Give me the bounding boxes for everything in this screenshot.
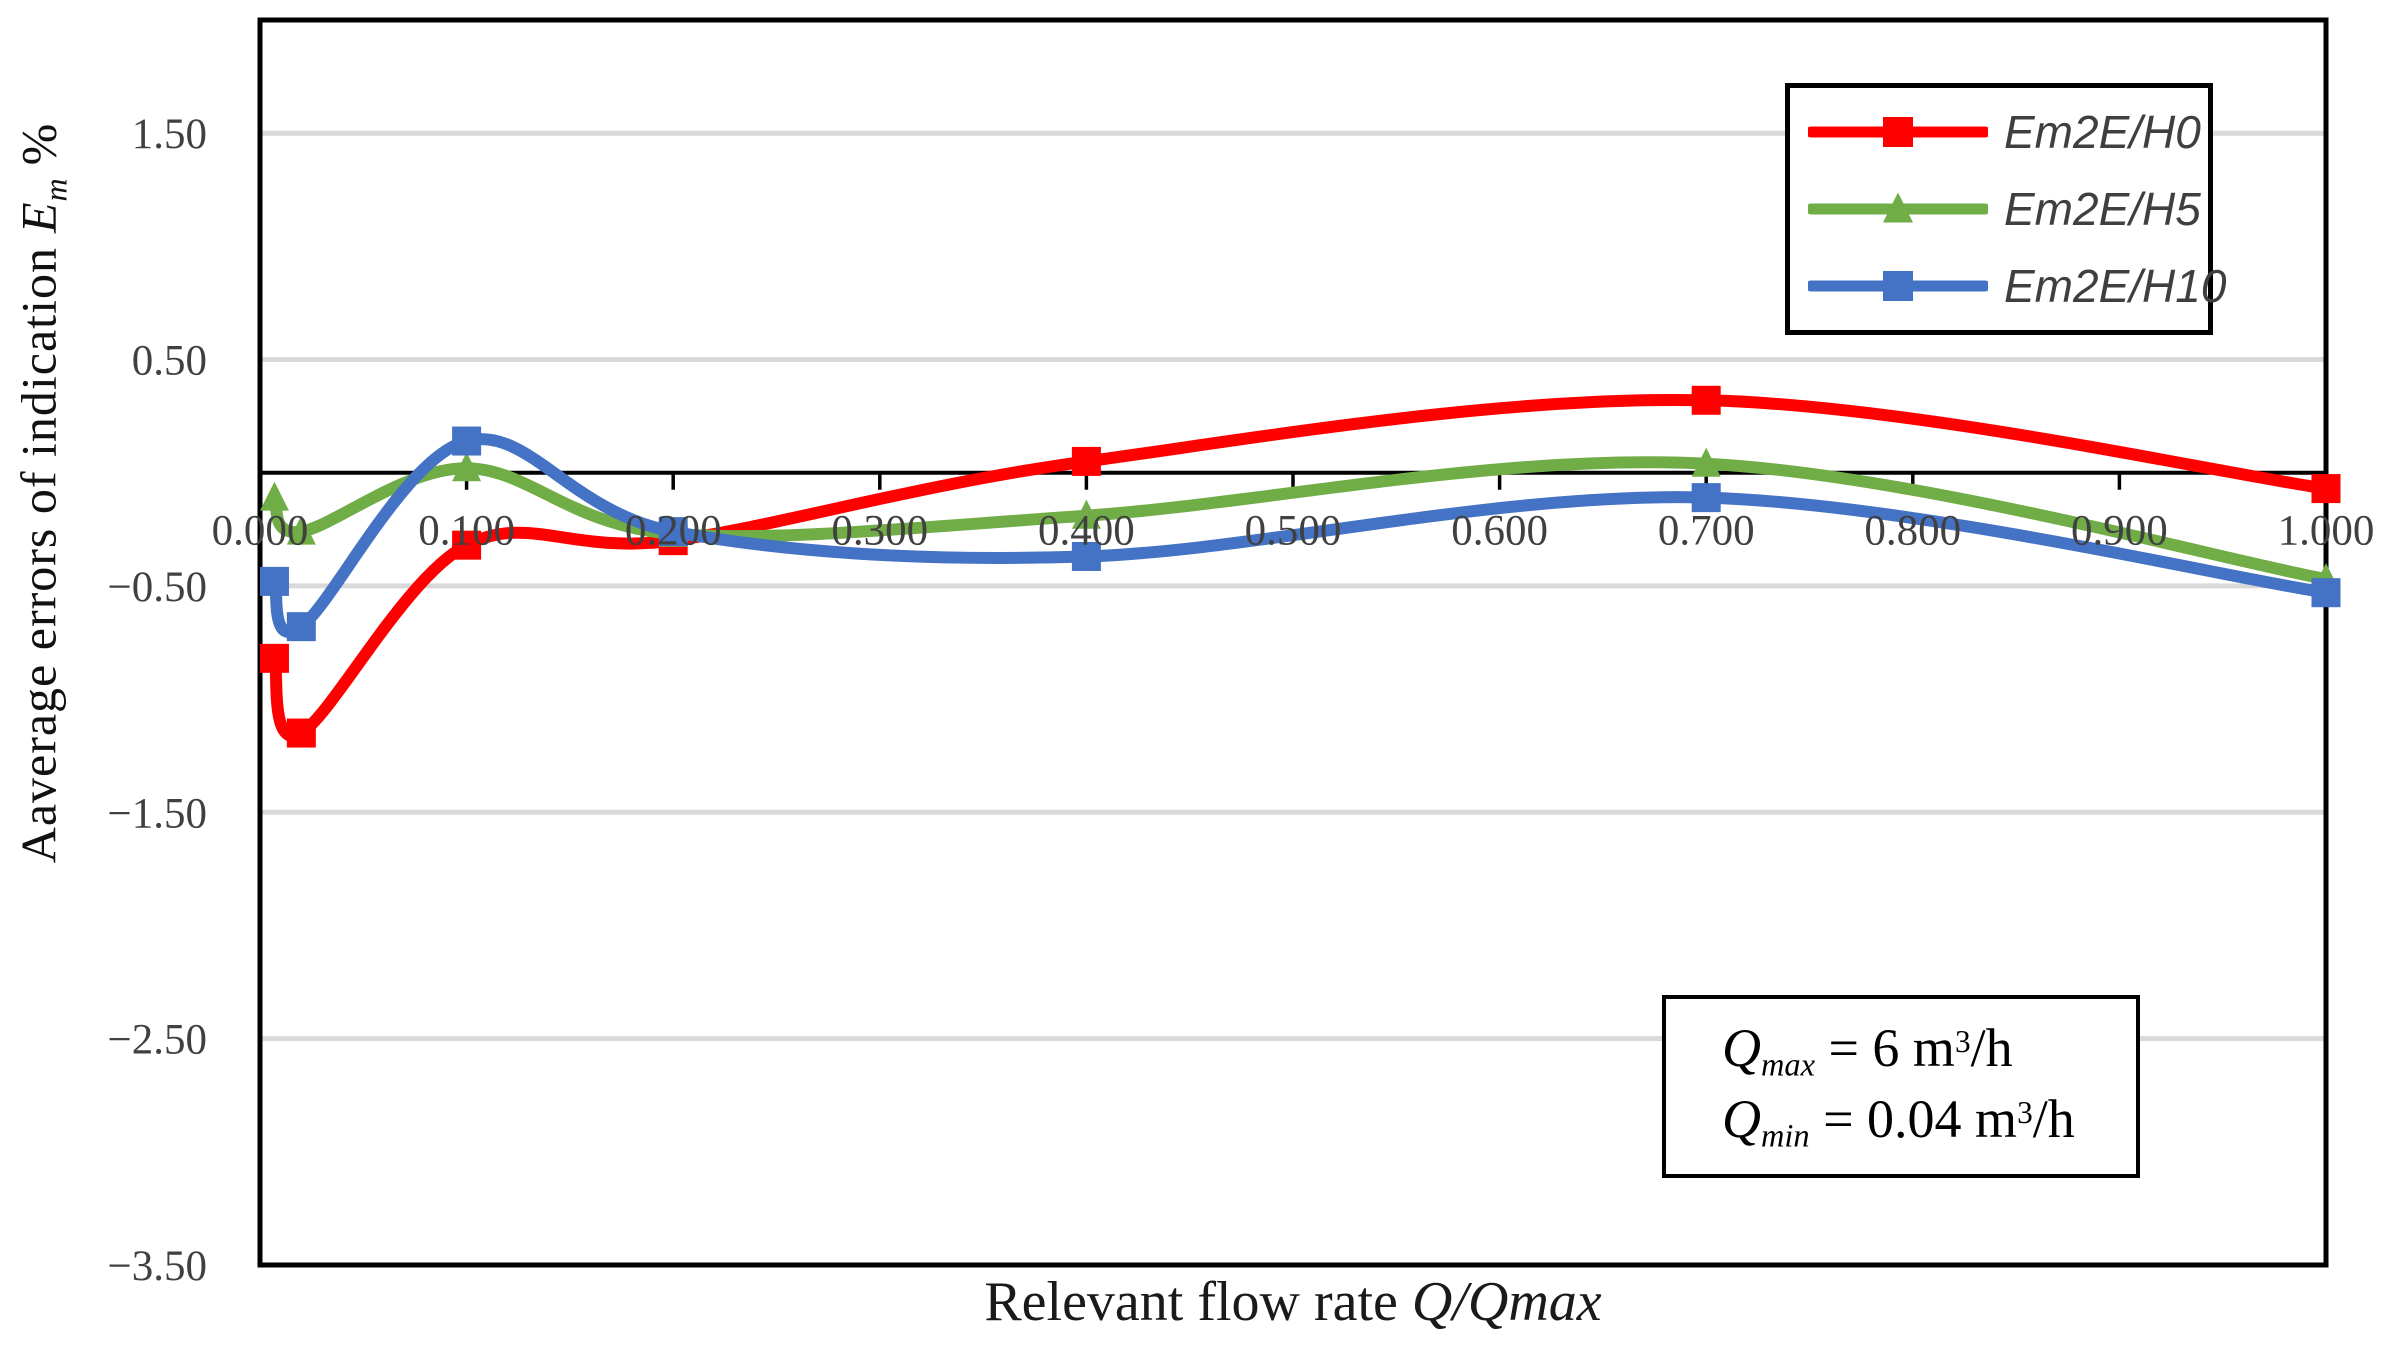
y-tick-label: −1.50: [107, 790, 207, 837]
x-tick-label: 0.600: [1451, 508, 1548, 555]
series-line-Em2E/H0: [268, 393, 2332, 742]
legend-sample-marker: [1883, 270, 1913, 301]
qmin-superscript: 3: [2017, 1094, 2033, 1130]
x-axis-title: Relevant flow rate Q/Qmax: [260, 1270, 2326, 1334]
qmin-symbol: Q: [1722, 1088, 1761, 1149]
legend-item-em2e-h10: Em2E/H10: [1808, 259, 2226, 313]
legend-label: Em2E/H0: [2004, 106, 2201, 159]
series-line-Em2E/H5: [268, 456, 2332, 586]
legend: Em2E/H0 Em2E/H5 Em2E/H10: [1785, 83, 2226, 335]
legend-sample-marker: [1883, 117, 1913, 148]
series-marker-Em2E/H10: [1691, 483, 1721, 513]
qmax-value: = 6 m: [1814, 1018, 1955, 1079]
em-symbol: E: [10, 201, 67, 234]
legend-sample-marker: [1883, 192, 1913, 223]
x-tick-label: 0.400: [1038, 508, 1135, 555]
annotation-box: Qmax = 6 m3/h Qmin = 0.04 m3/h: [1662, 995, 2140, 1178]
plot-border: [257, 17, 2329, 1268]
qmax-symbol: Q: [1722, 1018, 1761, 1079]
series-marker-Em2E/H0: [1691, 385, 1721, 415]
x-axis-title-text: Relevant flow rate: [984, 1271, 1412, 1333]
x-tick-label: 0.800: [1864, 508, 1961, 555]
qmax-subscript: max: [1761, 1047, 1815, 1084]
percent-sign: %: [10, 122, 67, 166]
series-marker-Em2E/H0: [286, 718, 316, 748]
y-tick-label: −3.50: [107, 1243, 207, 1290]
x-tick-label: 0.200: [625, 508, 722, 555]
qmin-value: = 0.04 m: [1809, 1088, 2018, 1149]
legend-item-em2e-h0: Em2E/H0: [1808, 105, 2208, 159]
legend-line-sample-green: [1808, 192, 1988, 223]
qmax-unit: /h: [1970, 1018, 2013, 1079]
x-tick-label: 0.000: [212, 508, 309, 555]
series-marker-Em2E/H5: [286, 515, 316, 545]
x-tick-label: 0.700: [1658, 508, 1755, 555]
x-tick-label: 0.100: [418, 508, 515, 555]
legend-label: Em2E/H5: [2004, 182, 2201, 235]
x-tick-label: 1.000: [2278, 508, 2375, 555]
series-marker-Em2E/H5: [452, 452, 482, 482]
qmax-line: Qmax = 6 m3/h: [1722, 1016, 2136, 1086]
series-marker-Em2E/H10: [259, 566, 289, 596]
series-marker-Em2E/H10: [2311, 578, 2341, 608]
y-tick-label: 1.50: [132, 111, 207, 158]
series-line-Em2E/H10: [268, 433, 2332, 638]
x-tick-label: 0.500: [1245, 508, 1342, 555]
series-marker-Em2E/H0: [452, 530, 482, 560]
y-tick-label: −2.50: [107, 1017, 207, 1064]
legend-line-sample-blue: [1808, 270, 1988, 301]
legend-line-sample-red: [1808, 117, 1988, 148]
y-axis-title-text: Aaverage errors of indication: [10, 247, 67, 864]
series-marker-Em2E/H10: [452, 426, 482, 456]
series-marker-Em2E/H10: [286, 612, 316, 642]
y-tick-label: −0.50: [107, 564, 207, 611]
series-marker-Em2E/H5: [1691, 447, 1721, 477]
series-marker-Em2E/H5: [1071, 499, 1101, 529]
y-axis-title: Aaverage errors of indication Em%: [9, 123, 74, 864]
series-marker-Em2E/H0: [2311, 474, 2341, 504]
series-marker-Em2E/H0: [259, 643, 289, 673]
series-marker-Em2E/H0: [1071, 446, 1101, 476]
x-tick-label: 0.300: [831, 508, 928, 555]
qmin-line: Qmin = 0.04 m3/h: [1722, 1087, 2136, 1157]
x-axis-title-symbol: Q/Qmax: [1411, 1271, 1602, 1333]
y-tick-label: 0.50: [132, 338, 207, 385]
em-symbol-subscript: m: [37, 177, 74, 202]
legend-item-em2e-h5: Em2E/H5: [1808, 182, 2208, 236]
x-tick-label: 0.900: [2071, 508, 2168, 555]
qmin-unit: /h: [2032, 1088, 2075, 1149]
series-marker-Em2E/H10: [658, 517, 688, 547]
qmax-superscript: 3: [1954, 1024, 1971, 1060]
legend-label: Em2E/H10: [2004, 259, 2227, 312]
series-marker-Em2E/H5: [259, 481, 289, 511]
series-marker-Em2E/H10: [1071, 541, 1101, 571]
qmin-subscript: min: [1761, 1118, 1810, 1155]
